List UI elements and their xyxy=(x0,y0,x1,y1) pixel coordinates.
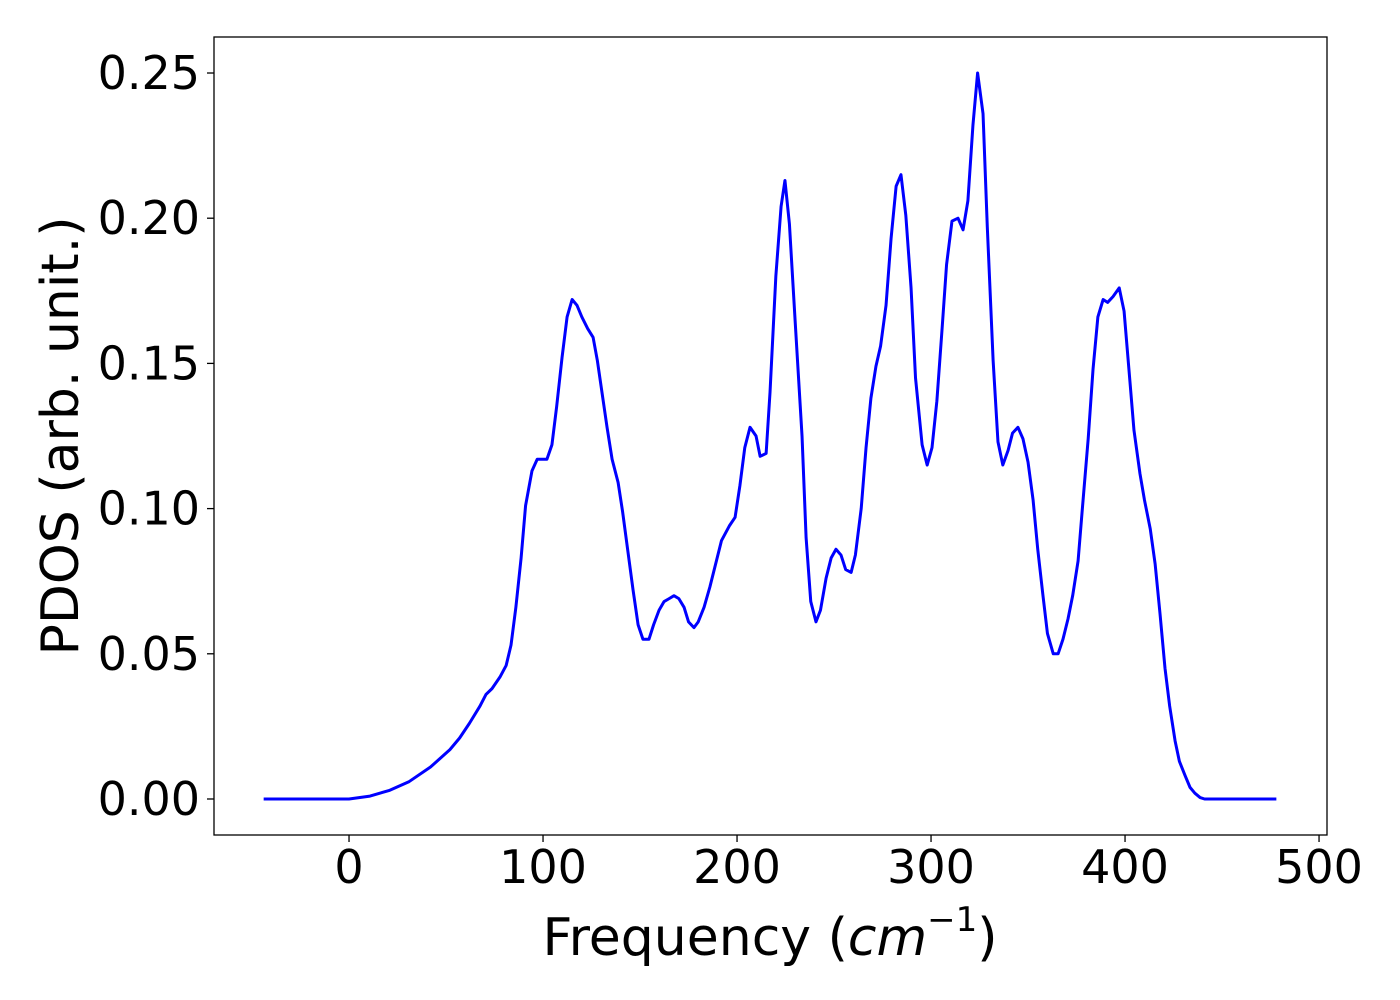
y-tick-label: 0.05 xyxy=(98,627,200,681)
plot-frame xyxy=(213,36,1328,836)
x-label-exponent: −1 xyxy=(927,900,977,940)
y-tick-label: 0.25 xyxy=(98,46,200,100)
x-tick-label: 100 xyxy=(499,840,587,894)
y-tick-label: 0.10 xyxy=(98,482,200,536)
x-label-unit: cm xyxy=(848,908,927,968)
y-tick-label: 0.15 xyxy=(98,336,200,390)
x-label-text: Frequency ( xyxy=(542,908,847,968)
x-tick-label: 0 xyxy=(334,840,363,894)
x-tick-label: 500 xyxy=(1275,840,1363,894)
y-tick-label: 0.20 xyxy=(98,191,200,245)
line xyxy=(263,71,1277,801)
x-tick-label: 400 xyxy=(1081,840,1169,894)
x-tick-label: 200 xyxy=(693,840,781,894)
y-axis-label: PDOS (arb. unit.) xyxy=(31,216,91,655)
y-tick-label: 0.00 xyxy=(98,772,200,826)
x-label-close: ) xyxy=(977,908,997,968)
x-axis-label: Frequency (cm−1) xyxy=(542,900,997,968)
x-tick-label: 300 xyxy=(887,840,975,894)
